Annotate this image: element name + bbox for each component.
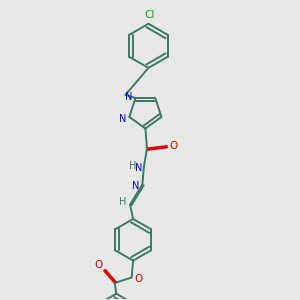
- Text: N: N: [119, 114, 126, 124]
- Text: H: H: [128, 161, 136, 171]
- Text: N: N: [135, 163, 142, 173]
- Text: O: O: [169, 141, 178, 151]
- Text: Cl: Cl: [144, 10, 154, 20]
- Text: O: O: [94, 260, 103, 270]
- Text: N: N: [125, 92, 132, 102]
- Text: H: H: [119, 197, 126, 207]
- Text: N: N: [132, 181, 139, 191]
- Text: O: O: [134, 274, 142, 284]
